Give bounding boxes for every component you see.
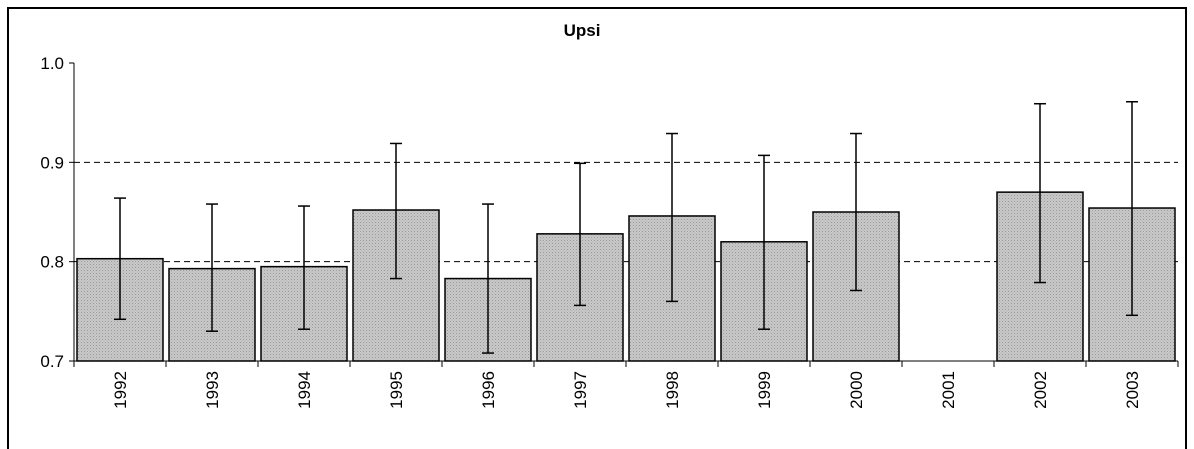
x-tick-labels: 1992 1993 1994 1995 1996 1997 1998 1999 2000 2001… xyxy=(111,371,1142,409)
x-tick-label-1997: 1997 xyxy=(571,371,590,409)
x-tick-label-2003: 2003 xyxy=(1123,371,1142,409)
x-tick-label-1993: 1993 xyxy=(203,371,222,409)
y-tick-label-0: 0.7 xyxy=(40,352,64,371)
error-bar-1992 xyxy=(114,197,126,321)
error-bar-1993 xyxy=(206,203,218,332)
error-bars xyxy=(114,100,1138,354)
x-tick-label-2001: 2001 xyxy=(939,371,958,409)
chart-title: Upsi xyxy=(564,21,601,40)
y-tick-label-2: 0.9 xyxy=(40,153,64,172)
x-tick-label-1996: 1996 xyxy=(479,371,498,409)
error-bar-1996 xyxy=(482,203,494,354)
x-tick-label-1995: 1995 xyxy=(387,371,406,409)
error-bar-1994 xyxy=(298,205,310,330)
error-bar-1995 xyxy=(390,142,402,280)
x-tick-label-1999: 1999 xyxy=(755,371,774,409)
error-bar-1997 xyxy=(574,162,586,307)
axes xyxy=(69,62,1179,367)
x-tick-label-1992: 1992 xyxy=(111,371,130,409)
x-tick-label-1994: 1994 xyxy=(295,371,314,409)
error-bar-1999 xyxy=(758,154,770,330)
x-tick-label-1998: 1998 xyxy=(663,371,682,409)
gridlines xyxy=(74,161,1178,263)
y-tick-labels: 0.7 0.8 0.9 1.0 xyxy=(40,54,64,371)
chart-frame xyxy=(7,7,1187,449)
error-bar-1998 xyxy=(666,132,678,303)
y-tick-label-1: 0.8 xyxy=(40,253,64,272)
x-tick-label-2002: 2002 xyxy=(1031,371,1050,409)
y-tick-label-3: 1.0 xyxy=(40,54,64,73)
error-bar-2000 xyxy=(850,132,862,292)
x-tick-label-2000: 2000 xyxy=(847,371,866,409)
error-bar-2002 xyxy=(1034,102,1046,284)
error-bar-2003 xyxy=(1126,100,1138,317)
